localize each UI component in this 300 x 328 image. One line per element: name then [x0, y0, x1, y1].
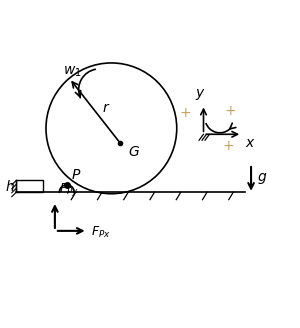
FancyBboxPatch shape [16, 180, 43, 192]
Text: +: + [223, 139, 234, 153]
Text: $P$: $P$ [71, 168, 82, 182]
Text: +: + [225, 104, 236, 117]
Text: $h$: $h$ [5, 179, 15, 194]
Text: $y$: $y$ [195, 87, 206, 102]
Text: $F_{Py}$: $F_{Py}$ [59, 181, 79, 198]
Text: $w_1$: $w_1$ [63, 65, 82, 79]
Text: $r$: $r$ [103, 101, 111, 115]
Text: $F_{Px}$: $F_{Px}$ [91, 225, 110, 240]
Text: $G$: $G$ [128, 145, 140, 159]
Text: $g$: $g$ [257, 171, 267, 186]
Text: $x$: $x$ [245, 136, 256, 150]
Text: +: + [180, 107, 191, 120]
